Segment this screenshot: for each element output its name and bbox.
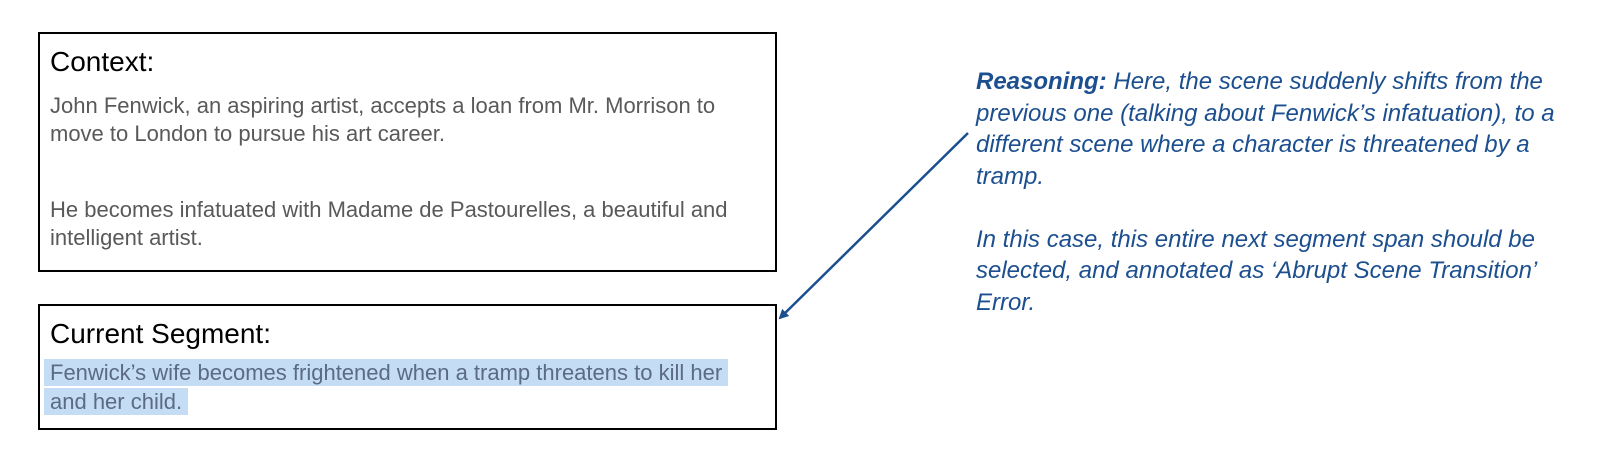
context-heading: Context: (50, 46, 155, 77)
segment-highlight[interactable]: Fenwick’s wife becomes frightened when a… (44, 358, 755, 416)
arrow-line (778, 132, 969, 320)
segment-text: Fenwick’s wife becomes frightened when a… (44, 359, 729, 415)
current-segment-box: Current Segment: Fenwick’s wife becomes … (38, 304, 777, 430)
reasoning-paragraph-1: Reasoning: Here, the scene suddenly shif… (976, 66, 1576, 192)
context-paragraph-1: John Fenwick, an aspiring artist, accept… (50, 93, 716, 146)
context-paragraph-2: He becomes infatuated with Madame de Pas… (50, 197, 728, 250)
reasoning-paragraph-2: In this case, this entire next segment s… (976, 225, 1536, 316)
reasoning-label: Reasoning: (976, 68, 1107, 95)
current-segment-heading: Current Segment: (50, 318, 271, 349)
context-box: Context: John Fenwick, an aspiring artis… (38, 32, 777, 272)
reasoning-annotation: Reasoning: Here, the scene suddenly shif… (976, 66, 1576, 318)
reasoning-text-1: Here, the scene suddenly shifts from the… (976, 68, 1555, 190)
